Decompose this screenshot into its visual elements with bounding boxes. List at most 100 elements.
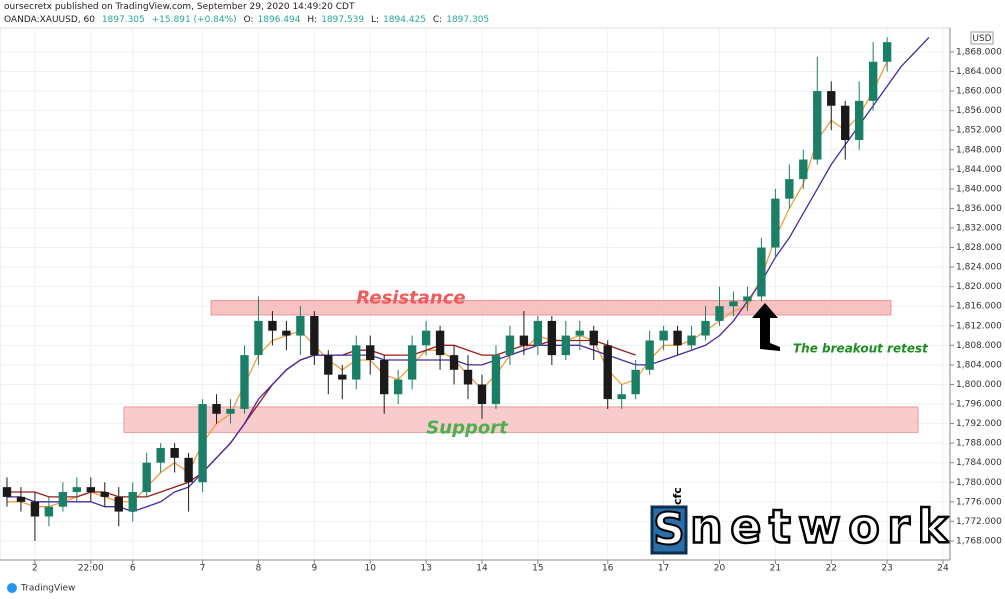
candle-body (407, 345, 417, 380)
x-tick-label: 9 (311, 564, 317, 574)
candle-body (449, 355, 459, 370)
candle-body (505, 335, 515, 356)
candle-body (687, 335, 696, 346)
candle-body (533, 320, 543, 346)
candle-body (589, 330, 598, 346)
candle-body (785, 179, 794, 199)
y-tick-label: 1,784.000 (956, 458, 1002, 468)
y-tick-label: 1,856.000 (956, 106, 1002, 116)
y-tick-label: 1,804.000 (956, 360, 1002, 370)
candle-body (435, 330, 445, 356)
candle-body (128, 492, 137, 512)
currency: USD (972, 34, 991, 44)
y-tick-label: 1,792.000 (956, 419, 1002, 429)
candle-body (827, 91, 836, 106)
y-tick-label: 1,816.000 (956, 302, 1002, 312)
candle-body (72, 487, 82, 493)
candle-body (184, 457, 193, 483)
x-tick-label: 8 (256, 564, 262, 574)
watermark: S cfc network (650, 487, 951, 556)
candle-body (2, 487, 12, 497)
candles (2, 37, 892, 541)
candle-body (882, 42, 892, 62)
close-label: C: (432, 15, 443, 25)
moving-average (7, 61, 888, 508)
candle-body (282, 330, 291, 336)
candle-body (240, 355, 249, 409)
price-axis (950, 28, 1005, 560)
low-label: L: (371, 15, 380, 25)
y-tick-label: 1,852.000 (956, 126, 1002, 136)
candle-body (366, 345, 375, 361)
candle-body (212, 404, 221, 414)
y-tick-label: 1,808.000 (956, 341, 1002, 351)
x-tick-label: 17 (658, 564, 669, 574)
candle-body (100, 492, 109, 497)
candle-body (352, 345, 361, 380)
candle-body (673, 330, 682, 346)
candle-body (226, 408, 235, 414)
candle-body (30, 501, 40, 517)
candle-body (757, 247, 766, 297)
logo-small: cfc (671, 487, 684, 505)
high-label: H: (307, 15, 318, 25)
y-tick-label: 1,840.000 (956, 184, 1002, 194)
candle-body (841, 105, 850, 140)
logo-box (650, 505, 688, 555)
y-tick-label: 1,776.000 (956, 497, 1002, 507)
zone (123, 406, 919, 433)
symbol: OANDA:XAUUSD, 60 (4, 15, 95, 25)
candle-body (603, 345, 612, 400)
close-value: 1897.305 (446, 15, 490, 25)
candle-body (310, 316, 319, 356)
last-price: 1897.305 (101, 15, 145, 25)
y-tick-label: 1,768.000 (956, 536, 1002, 546)
candle-body (393, 379, 403, 395)
change: +15.891 (+0.84%) (151, 15, 237, 25)
annotation: The breakout retest (793, 342, 929, 356)
y-tick-label: 1,836.000 (956, 204, 1002, 214)
y-tick-label: 1,824.000 (956, 263, 1002, 273)
y-tick-label: 1,788.000 (956, 439, 1002, 449)
y-tick-label: 1,868.000 (956, 47, 1002, 57)
y-tick-label: 1,844.000 (956, 165, 1002, 175)
y-tick-label: 1,812.000 (956, 321, 1002, 331)
logo-letter: S (653, 504, 685, 555)
x-tick-label: 20 (714, 564, 726, 574)
candle-body (561, 335, 570, 356)
brand-icon (7, 583, 17, 593)
candle-body (114, 496, 123, 512)
y-tick-label: 1,848.000 (956, 145, 1002, 155)
x-tick-label: 24 (937, 564, 949, 574)
publish-line: oursecretx published on TradingView.com,… (4, 2, 354, 12)
zone-label: Support (426, 417, 509, 438)
candle-body (421, 330, 431, 346)
x-tick-label: 21 (770, 564, 781, 574)
candle-body (58, 492, 68, 507)
y-tick-label: 1,772.000 (956, 517, 1002, 527)
candle-body (575, 330, 584, 336)
y-tick-label: 1,800.000 (956, 380, 1002, 390)
x-tick-label: 22:00 (78, 564, 104, 574)
y-tick-label: 1,832.000 (956, 223, 1002, 233)
x-tick-label: 14 (476, 564, 488, 574)
arrow (752, 303, 780, 351)
candle-body (701, 320, 710, 336)
x-tick-label: 2 (32, 564, 38, 574)
candle-body (170, 448, 179, 458)
candle-body (16, 496, 26, 502)
candle-body (645, 340, 654, 370)
candle-body (268, 320, 277, 331)
x-tick-label: 13 (420, 564, 431, 574)
open-label: O: (243, 15, 254, 25)
candle-body (729, 301, 738, 307)
x-tick-label: 6 (130, 564, 136, 574)
y-tick-label: 1,796.000 (956, 400, 1002, 410)
candle-body (198, 404, 207, 483)
plot-frame (0, 27, 951, 561)
candle-body (324, 355, 333, 375)
candle-body (142, 462, 151, 493)
open-value: 1896.494 (257, 15, 301, 25)
x-tick-label: 7 (200, 564, 206, 574)
candle-body (86, 487, 95, 493)
